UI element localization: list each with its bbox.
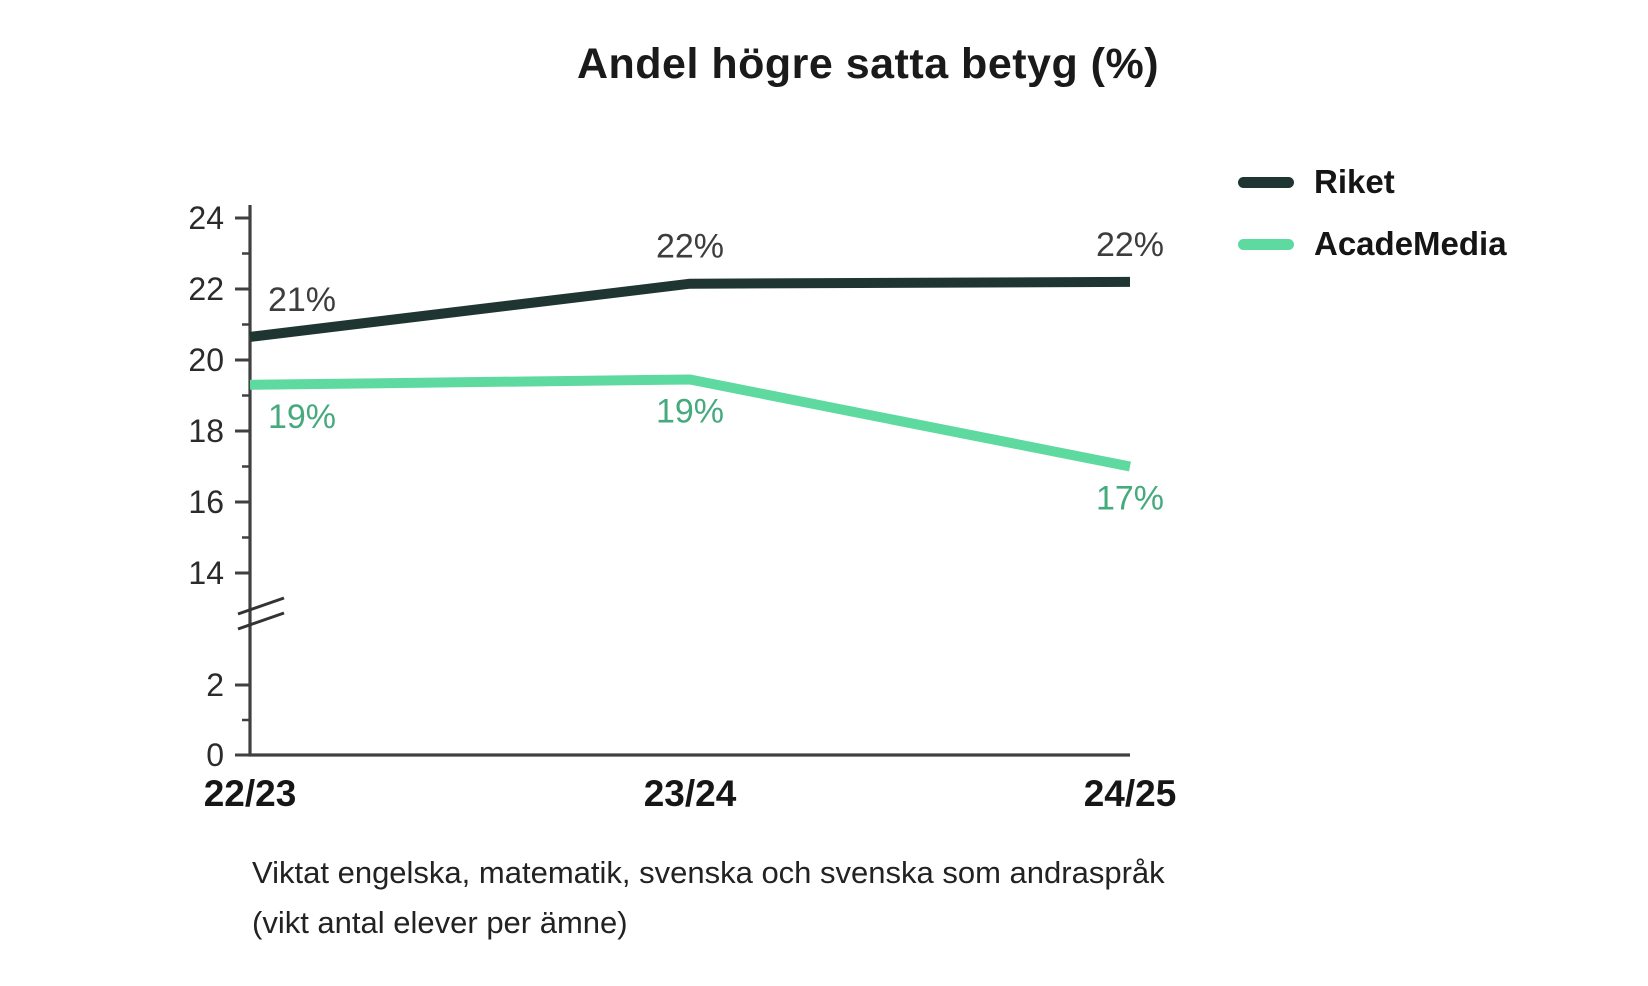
legend-label-riket: Riket [1314, 163, 1395, 200]
axis-break-icon [237, 596, 285, 616]
data-label-riket: 21% [268, 281, 336, 319]
y-tick-label: 22 [188, 271, 224, 307]
y-tick-label: 20 [188, 342, 224, 378]
chart-title: Andel högre satta betyg (%) [576, 40, 1160, 88]
data-label-academedia: 19% [268, 398, 336, 436]
y-tick-label: 16 [188, 484, 224, 520]
academedia-line-swatch-icon [1238, 238, 1294, 250]
axis-break-icon [237, 611, 285, 631]
legend: Riket AcadeMedia [1238, 163, 1507, 263]
x-tick-label: 23/24 [644, 773, 737, 814]
series-line-riket [249, 276, 1131, 342]
riket-line-swatch-icon [1238, 176, 1294, 188]
x-tick-label: 22/23 [204, 773, 297, 814]
y-tick-label: 14 [188, 555, 224, 591]
x-tick-label: 24/25 [1084, 773, 1177, 814]
y-tick-label: 24 [188, 200, 224, 236]
footnote-line-2: (vikt antal elever per ämne) [252, 905, 628, 940]
footnote-line-1: Viktat engelska, matematik, svenska och … [252, 855, 1165, 890]
footnote: Viktat engelska, matematik, svenska och … [252, 848, 1165, 948]
y-tick-label: 18 [188, 413, 224, 449]
y-tick-label: 2 [206, 667, 224, 703]
data-label-academedia: 17% [1096, 480, 1164, 518]
legend-item-riket: Riket [1238, 163, 1507, 201]
series-line-academedia [249, 374, 1131, 472]
legend-item-academedia: AcadeMedia [1238, 225, 1507, 263]
data-label-academedia: 19% [656, 393, 724, 431]
y-tick-label: 0 [206, 737, 224, 773]
data-label-riket: 22% [656, 228, 724, 266]
legend-label-academedia: AcadeMedia [1314, 225, 1507, 262]
data-label-riket: 22% [1096, 226, 1164, 264]
